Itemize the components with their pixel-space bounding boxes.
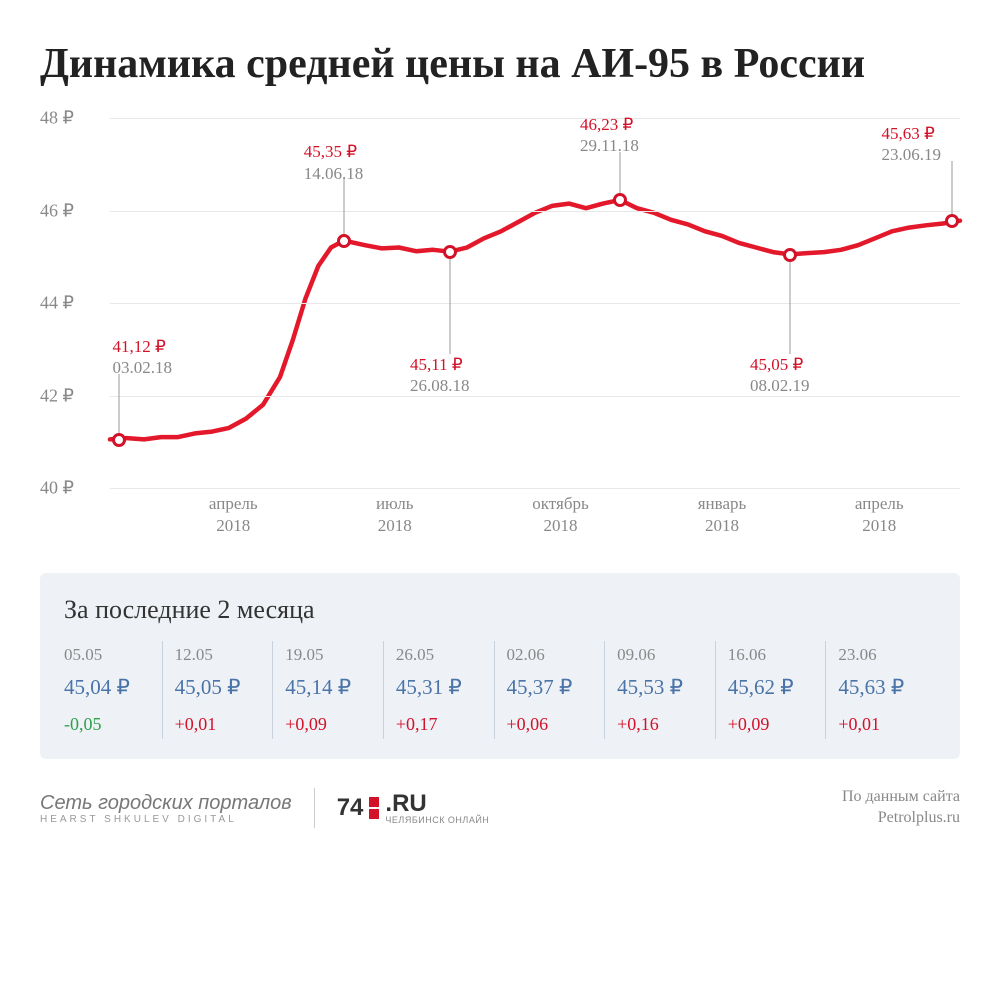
brand-74ru: 74 .RU ЧЕЛЯБИНСК ОНЛАЙН — [337, 792, 490, 825]
summary-delta: +0,09 — [728, 714, 816, 735]
gridline — [110, 488, 960, 489]
summary-col: 23.06 45,63 ₽ +0,01 — [825, 641, 936, 739]
gridline — [110, 211, 960, 212]
summary-date: 09.06 — [617, 645, 705, 665]
summary-col: 02.06 45,37 ₽ +0,06 — [494, 641, 605, 739]
summary-delta: +0,01 — [838, 714, 926, 735]
series-marker — [337, 234, 351, 248]
summary-col: 16.06 45,62 ₽ +0,09 — [715, 641, 826, 739]
gridline — [110, 303, 960, 304]
series-marker — [613, 193, 627, 207]
footer-divider — [314, 788, 315, 828]
summary-delta: +0,16 — [617, 714, 705, 735]
callout-leader — [951, 161, 952, 214]
summary-price: 45,31 ₽ — [396, 675, 484, 700]
summary-date: 12.05 — [175, 645, 263, 665]
summary-delta: -0,05 — [64, 714, 152, 735]
price-series-line — [110, 200, 960, 440]
source-line1: По данным сайта — [842, 787, 960, 808]
brand-square-icon — [369, 809, 379, 819]
callout-label: 46,23 ₽29.11.18 — [580, 114, 639, 157]
summary-date: 05.05 — [64, 645, 152, 665]
summary-price: 45,53 ₽ — [617, 675, 705, 700]
summary-col: 12.05 45,05 ₽ +0,01 — [162, 641, 273, 739]
chart-title: Динамика средней цены на АИ-95 в России — [40, 40, 960, 88]
x-tick-label: июль2018 — [376, 493, 414, 537]
summary-date: 23.06 — [838, 645, 926, 665]
summary-date: 19.05 — [285, 645, 373, 665]
y-tick-label: 40 ₽ — [40, 478, 74, 499]
y-tick-label: 48 ₽ — [40, 108, 74, 129]
callout-leader — [620, 152, 621, 193]
recent-summary-panel: За последние 2 месяца 05.05 45,04 ₽ -0,05 1… — [40, 573, 960, 759]
x-tick-label: октябрь2018 — [532, 493, 588, 537]
summary-date: 16.06 — [728, 645, 816, 665]
summary-col: 19.05 45,14 ₽ +0,09 — [272, 641, 383, 739]
x-tick-label: январь2018 — [698, 493, 747, 537]
series-marker — [443, 245, 457, 259]
series-marker — [945, 214, 959, 228]
callout-label: 45,35 ₽14.06.18 — [304, 141, 364, 184]
summary-date: 02.06 — [507, 645, 595, 665]
callout-leader — [450, 259, 451, 354]
data-source: По данным сайта Petrolplus.ru — [842, 787, 960, 829]
gridline — [110, 396, 960, 397]
callout-label: 41,12 ₽03.02.18 — [113, 336, 173, 379]
summary-col: 26.05 45,31 ₽ +0,17 — [383, 641, 494, 739]
callout-leader — [790, 262, 791, 354]
summary-col: 09.06 45,53 ₽ +0,16 — [604, 641, 715, 739]
x-tick-label: апрель2018 — [209, 493, 258, 537]
callout-leader — [343, 179, 344, 233]
summary-price: 45,05 ₽ — [175, 675, 263, 700]
summary-delta: +0,01 — [175, 714, 263, 735]
brand-network-portals: Сеть городских порталов HEARST SHKULEV D… — [40, 792, 292, 825]
callout-label: 45,05 ₽08.02.19 — [750, 354, 810, 397]
brand-square-icon — [369, 797, 379, 807]
summary-delta: +0,06 — [507, 714, 595, 735]
brand-74: 74 — [337, 794, 364, 822]
callout-label: 45,11 ₽26.08.18 — [410, 354, 470, 397]
brand-line2: HEARST SHKULEV Digital — [40, 814, 292, 825]
y-tick-label: 44 ₽ — [40, 293, 74, 314]
summary-delta: +0,09 — [285, 714, 373, 735]
y-tick-label: 46 ₽ — [40, 200, 74, 221]
summary-price: 45,14 ₽ — [285, 675, 373, 700]
brand-ru-suffix: .RU — [385, 792, 489, 816]
summary-price: 45,04 ₽ — [64, 675, 152, 700]
summary-price: 45,62 ₽ — [728, 675, 816, 700]
summary-price: 45,37 ₽ — [507, 675, 595, 700]
summary-date: 26.05 — [396, 645, 484, 665]
brand-line1: Сеть городских порталов — [40, 792, 292, 814]
summary-delta: +0,17 — [396, 714, 484, 735]
gridline — [110, 118, 960, 119]
panel-title: За последние 2 месяца — [64, 595, 936, 625]
series-marker — [112, 433, 126, 447]
y-tick-label: 42 ₽ — [40, 385, 74, 406]
price-chart: 40 ₽42 ₽44 ₽46 ₽48 ₽ 41,12 ₽03.02.1845,3… — [40, 118, 960, 548]
summary-col: 05.05 45,04 ₽ -0,05 — [64, 641, 162, 739]
callout-label: 45,63 ₽23.06.19 — [882, 123, 942, 166]
callout-leader — [118, 374, 119, 433]
summary-price: 45,63 ₽ — [838, 675, 926, 700]
footer: Сеть городских порталов HEARST SHKULEV D… — [40, 787, 960, 829]
series-marker — [783, 248, 797, 262]
x-tick-label: апрель2018 — [855, 493, 904, 537]
brand-tagline: ЧЕЛЯБИНСК ОНЛАЙН — [385, 816, 489, 825]
source-line2: Petrolplus.ru — [842, 808, 960, 829]
